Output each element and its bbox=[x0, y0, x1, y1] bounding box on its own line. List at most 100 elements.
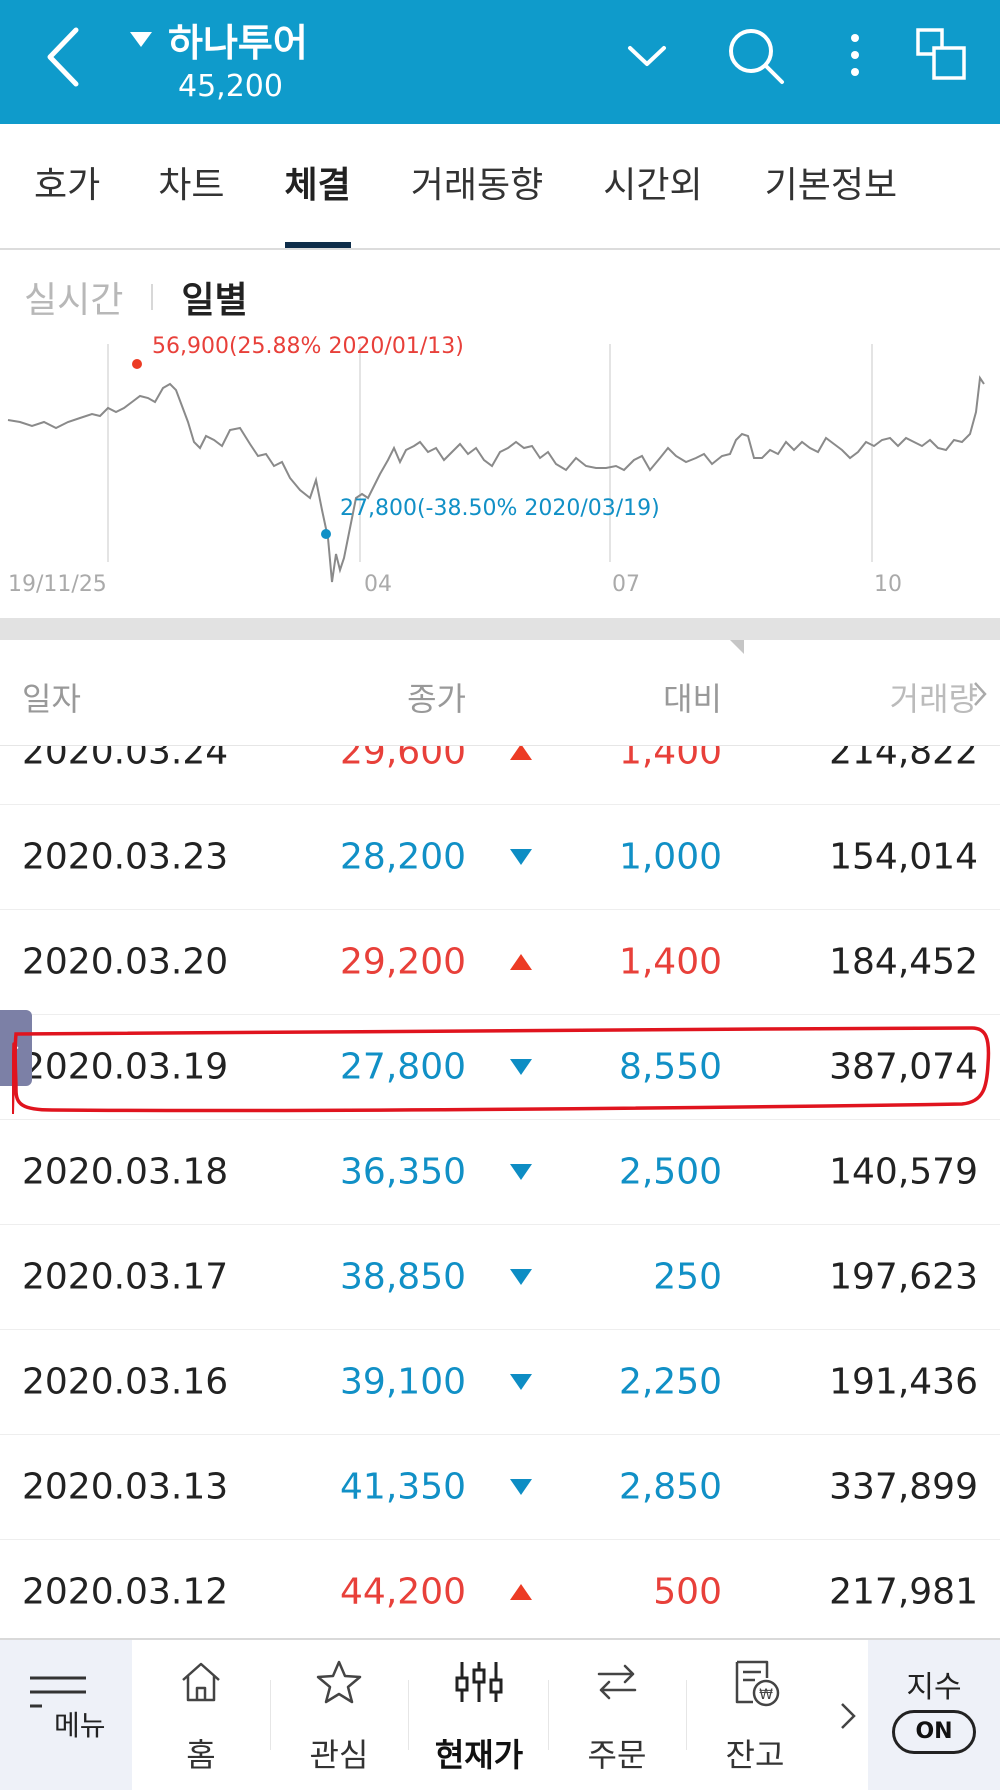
row-date: 2020.03.12 bbox=[22, 1571, 229, 1613]
hamburger-icon bbox=[30, 1676, 86, 1708]
row-change: 2,850 bbox=[618, 1466, 722, 1508]
nav-separator bbox=[686, 1680, 687, 1750]
segment-realtime[interactable]: 실시간 bbox=[24, 280, 124, 321]
row-volume: 387,074 bbox=[829, 1046, 978, 1088]
section-divider bbox=[0, 618, 1000, 640]
side-drawer-handle[interactable]: › bbox=[0, 1010, 32, 1086]
corner-marker-icon bbox=[730, 640, 744, 654]
tab-trades[interactable]: 체결 bbox=[284, 124, 352, 248]
table-row[interactable]: 2020.03.20 29,200 1,400 184,452 bbox=[0, 910, 1000, 1015]
nav-home[interactable]: 홈 bbox=[132, 1640, 270, 1790]
nav-current-price-label: 현재가 bbox=[434, 1736, 524, 1774]
row-close: 38,850 bbox=[340, 1256, 466, 1298]
price-chart: 56,900(25.88% 2020/01/13) 27,800(-38.50%… bbox=[0, 330, 1000, 610]
search-icon bbox=[729, 29, 784, 84]
chevron-right-icon bbox=[841, 1703, 856, 1729]
row-close: 44,200 bbox=[340, 1571, 466, 1613]
app-header: 하나투어 45,200 bbox=[0, 0, 1000, 124]
row-volume: 191,436 bbox=[829, 1361, 978, 1403]
search-button[interactable] bbox=[720, 20, 790, 90]
row-close: 29,200 bbox=[340, 941, 466, 983]
down-arrow-icon bbox=[510, 1164, 532, 1180]
more-options-button[interactable] bbox=[820, 20, 890, 90]
more-vertical-icon bbox=[851, 34, 859, 76]
row-close: 36,350 bbox=[340, 1151, 466, 1193]
high-point-marker bbox=[132, 359, 142, 369]
row-date: 2020.03.16 bbox=[22, 1361, 229, 1403]
nav-home-label: 홈 bbox=[186, 1736, 216, 1774]
table-row[interactable]: 2020.03.17 38,850 250 197,623 bbox=[0, 1225, 1000, 1330]
nav-watchlist-label: 관심 bbox=[309, 1736, 369, 1774]
row-date: 2020.03.24 bbox=[22, 746, 229, 773]
tab-bar: 호가 차트 체결 거래동향 시간외 기본정보 bbox=[0, 124, 1000, 250]
table-row[interactable]: 2020.03.12 44,200 500 217,981 bbox=[0, 1540, 1000, 1638]
tab-hoga[interactable]: 호가 bbox=[34, 165, 101, 206]
header-volume[interactable]: 거래량 bbox=[889, 680, 978, 718]
back-button[interactable] bbox=[40, 22, 90, 92]
period-segment: 실시간 일별 bbox=[24, 272, 248, 322]
x-tick-label: 10 bbox=[874, 572, 902, 597]
index-toggle-panel[interactable]: 지수 ON bbox=[868, 1640, 1000, 1790]
row-volume: 197,623 bbox=[829, 1256, 978, 1298]
nav-balance[interactable]: ₩ 잔고 bbox=[686, 1640, 824, 1790]
row-close: 39,100 bbox=[340, 1361, 466, 1403]
multi-window-button[interactable] bbox=[908, 20, 978, 90]
price-line bbox=[7, 375, 985, 583]
row-volume: 140,579 bbox=[829, 1151, 978, 1193]
row-close: 28,200 bbox=[340, 836, 466, 878]
swap-arrows-icon bbox=[597, 1664, 637, 1700]
up-arrow-icon bbox=[510, 746, 532, 760]
tab-after-hours[interactable]: 시간외 bbox=[603, 165, 703, 206]
table-row[interactable]: 2020.03.13 41,350 2,850 337,899 bbox=[0, 1435, 1000, 1540]
dropdown-triangle-icon bbox=[130, 32, 152, 47]
price-chart-svg bbox=[7, 344, 985, 583]
row-change: 500 bbox=[653, 1571, 722, 1613]
table-row[interactable]: 2020.03.24 29,600 1,400 214,822 bbox=[0, 746, 1000, 805]
row-date: 2020.03.17 bbox=[22, 1256, 229, 1298]
segment-divider bbox=[151, 284, 154, 310]
x-tick-label: 07 bbox=[612, 572, 640, 597]
star-icon bbox=[316, 1660, 362, 1704]
tab-trading-trend[interactable]: 거래동향 bbox=[410, 165, 544, 206]
down-arrow-icon bbox=[510, 1479, 532, 1495]
nav-order[interactable]: 주문 bbox=[548, 1640, 686, 1790]
nav-current-price[interactable]: 현재가 bbox=[410, 1640, 548, 1790]
x-tick-label: 04 bbox=[364, 572, 392, 597]
row-date: 2020.03.23 bbox=[22, 836, 229, 878]
segment-daily[interactable]: 일별 bbox=[181, 280, 248, 321]
table-row[interactable]: 2020.03.18 36,350 2,500 140,579 bbox=[0, 1120, 1000, 1225]
row-change: 1,400 bbox=[618, 941, 722, 983]
row-volume: 217,981 bbox=[829, 1571, 978, 1613]
up-arrow-icon bbox=[510, 954, 532, 970]
table-row[interactable]: 2020.03.16 39,100 2,250 191,436 bbox=[0, 1330, 1000, 1435]
nav-watchlist[interactable]: 관심 bbox=[270, 1640, 408, 1790]
row-change: 250 bbox=[653, 1256, 722, 1298]
high-price-label: 56,900(25.88% 2020/01/13) bbox=[152, 334, 464, 359]
table-row[interactable]: 2020.03.23 28,200 1,000 154,014 bbox=[0, 805, 1000, 910]
row-change: 2,250 bbox=[618, 1361, 722, 1403]
chevron-right-icon[interactable] bbox=[972, 680, 988, 708]
menu-label: 메뉴 bbox=[54, 1709, 106, 1742]
row-change: 2,500 bbox=[618, 1151, 722, 1193]
tab-chart[interactable]: 차트 bbox=[158, 165, 225, 206]
row-change: 8,550 bbox=[618, 1046, 722, 1088]
nav-more-button[interactable] bbox=[828, 1640, 868, 1790]
balance-icon: ₩ bbox=[735, 1660, 780, 1707]
row-change: 1,000 bbox=[618, 836, 722, 878]
down-arrow-icon bbox=[510, 849, 532, 865]
expand-button[interactable] bbox=[612, 20, 682, 90]
row-date: 2020.03.13 bbox=[22, 1466, 229, 1508]
header-date: 일자 bbox=[22, 680, 81, 718]
multi-window-icon bbox=[916, 28, 966, 80]
stock-name: 하나투어 bbox=[168, 21, 308, 65]
menu-button[interactable]: 메뉴 bbox=[0, 1640, 132, 1790]
index-on-toggle[interactable]: ON bbox=[892, 1710, 976, 1754]
header-change: 대비 bbox=[663, 680, 722, 718]
tab-basic-info[interactable]: 기본정보 bbox=[764, 165, 898, 206]
stock-selector[interactable]: 하나투어 45,200 bbox=[130, 12, 308, 104]
x-tick-label: 19/11/25 bbox=[8, 572, 107, 597]
nav-separator bbox=[408, 1680, 409, 1750]
chevron-down-icon bbox=[628, 46, 666, 66]
down-arrow-icon bbox=[510, 1269, 532, 1285]
table-row-highlighted[interactable]: 2020.03.19 27,800 8,550 387,074 bbox=[0, 1015, 1000, 1120]
